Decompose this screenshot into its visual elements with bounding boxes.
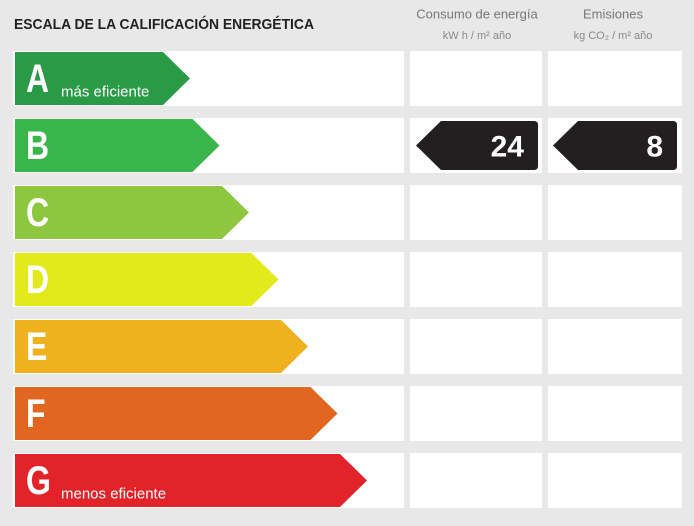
energy-box [410, 386, 542, 441]
emissions-box [548, 185, 682, 240]
rating-letter: A [26, 56, 49, 101]
energy-box [410, 51, 542, 106]
rating-letter: F [26, 391, 46, 436]
value-label: 8 [646, 130, 663, 163]
title: ESCALA DE LA CALIFICACIÓN ENERGÉTICA [14, 15, 314, 33]
rating-arrow [15, 119, 220, 172]
rating-note: más eficiente [61, 83, 149, 100]
value-label: 24 [491, 130, 525, 163]
column-title: Emisiones [583, 6, 643, 21]
column-unit: kg CO₂ / m² año [574, 30, 653, 42]
rating-arrow [15, 454, 367, 507]
rating-arrow [15, 387, 338, 440]
emissions-box [548, 252, 682, 307]
rating-letter: E [26, 324, 47, 369]
energy-box [410, 252, 542, 307]
rating-arrow [15, 186, 249, 239]
energy-box [410, 185, 542, 240]
emissions-box [548, 319, 682, 374]
column-unit: kW h / m² año [443, 30, 511, 42]
emissions-box [548, 453, 682, 508]
emissions-box [548, 51, 682, 106]
rating-arrow [15, 52, 190, 105]
rating-arrow [15, 253, 279, 306]
column-title: Consumo de energía [416, 6, 538, 21]
rating-letter: C [26, 190, 49, 235]
energy-box [410, 319, 542, 374]
emissions-box [548, 386, 682, 441]
rating-letter: G [26, 458, 51, 503]
rating-letter: B [26, 123, 49, 168]
rating-note: menos eficiente [61, 485, 166, 502]
value-marker [553, 121, 677, 170]
rating-arrow [15, 320, 308, 373]
rating-letter: D [26, 257, 49, 302]
value-marker [416, 121, 538, 170]
energy-box [410, 453, 542, 508]
